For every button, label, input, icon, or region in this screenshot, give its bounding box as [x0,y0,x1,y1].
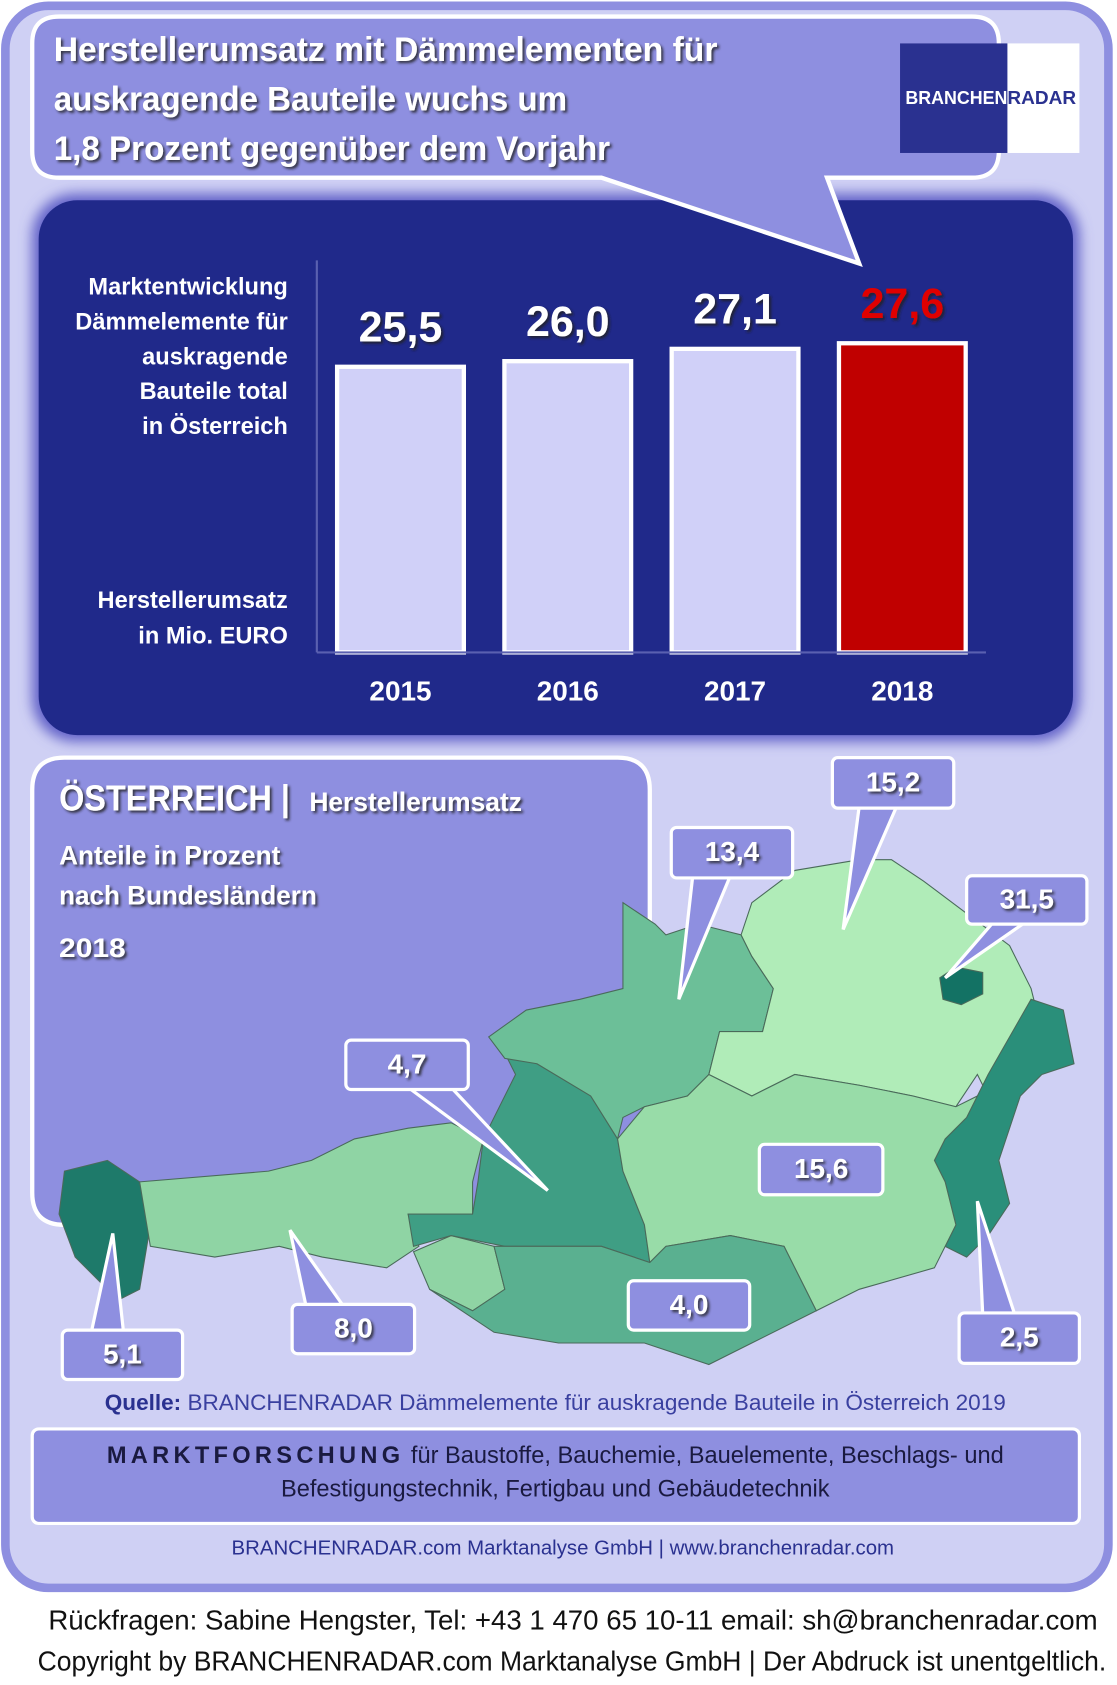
value-label: 4,7 [388,1048,427,1079]
bar [836,341,968,655]
logo-text: BRANCHEN [905,87,1007,108]
axis-label: Dämmelemente für [75,309,288,335]
value-label: 15,2 [866,766,920,797]
callout-box [830,756,956,810]
unit-label: Herstellerumsatz [98,588,288,614]
source: Quelle: BRANCHENRADAR Dämmelemente für a… [105,1390,1006,1415]
headline: Herstellerumsatz mit Dämmelementen für [54,31,718,69]
footer-box [30,1427,1082,1526]
source-text: BRANCHENRADAR Dämmelemente für auskragen… [187,1390,1005,1415]
map-year: 2018 [59,933,126,963]
value-label: 26,0 [526,298,610,346]
x-tick-label: 2017 [704,676,766,707]
plot: Marktentwicklung Dämmelemente für auskrage… [58,260,1089,1382]
axis-label: Marktentwicklung [88,275,287,301]
axis-label: auskragende [142,344,288,370]
callout-box [669,825,795,880]
value-label: 15,6 [794,1153,848,1184]
callout-box [344,1038,470,1092]
bar [669,346,801,655]
footer-highlight: MARKTFORSCHUNG [107,1443,405,1469]
callout-box [290,1302,417,1356]
contact: Rückfragen: Sabine Hengster, Tel: +43 1 … [48,1605,1097,1636]
callout-box [965,874,1089,926]
region [429,1235,817,1366]
footer-text: für Baustoffe, Bauchemie, Bauelemente, B… [411,1443,1004,1469]
value-label: 8,0 [334,1312,373,1343]
value-label: 2,5 [1000,1322,1039,1353]
map-bubble [30,755,652,1228]
x-tick-label: 2018 [871,676,933,707]
bar [334,364,466,655]
headline: 1,8 Prozent gegenüber dem Vorjahr [54,130,610,168]
value-label: 5,1 [103,1338,142,1369]
value-label: 4,0 [670,1289,709,1320]
footer-line: Befestigungstechnik, Fertigbau und Gebäu… [281,1476,830,1502]
callout-box [60,1328,185,1382]
value-label: 25,5 [359,304,443,352]
map-title: ÖSTERREICH | [59,777,290,819]
region [58,1159,151,1301]
company: BRANCHENRADAR.com Marktanalyse GmbH | ww… [232,1538,895,1560]
x-tick-label: 2015 [369,676,431,707]
axis-label: Bauteile total [140,379,288,405]
logo-box [900,43,1008,153]
map-note: Anteile in Prozent [59,841,280,871]
logo-box [1007,43,1080,153]
map-subtitle: Herstellerumsatz [309,787,522,817]
map-note: nach Bundesländern [59,880,317,910]
copyright: Copyright by BRANCHENRADAR.com Marktanal… [38,1645,1107,1676]
source-label: Quelle: [105,1390,181,1415]
headline: auskragende Bauteile wuchs um [54,80,567,118]
x-tick-label: 2016 [537,676,599,707]
value-label: 27,6 [861,280,945,328]
value-label: 13,4 [705,836,760,867]
callout-box [757,1142,885,1197]
bar [502,359,634,655]
callout-box [626,1279,752,1332]
unit-label: in Mio. EURO [138,624,288,650]
logo-text: RADAR [1007,87,1076,108]
footer-line: MARKTFORSCHUNG für Baustoffe, Bauchemie,… [107,1443,1004,1469]
value-label: 31,5 [1000,883,1054,914]
header-bubble [30,14,1002,268]
value-label: 27,1 [693,286,777,334]
callout-box [957,1311,1082,1366]
axis-label: in Österreich [142,413,288,440]
